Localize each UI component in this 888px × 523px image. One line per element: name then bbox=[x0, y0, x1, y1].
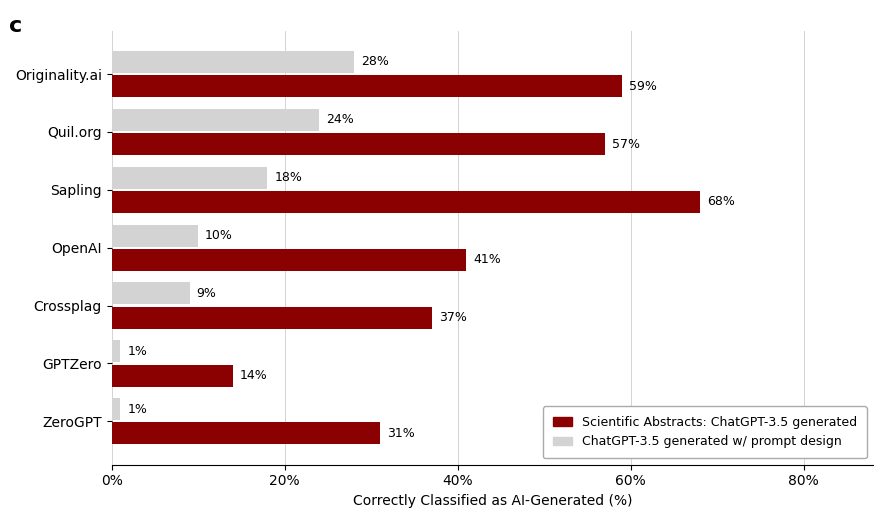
Bar bbox=[112, 398, 121, 420]
Text: 1%: 1% bbox=[127, 345, 147, 358]
Text: 31%: 31% bbox=[387, 427, 415, 440]
Text: 9%: 9% bbox=[196, 287, 217, 300]
Bar bbox=[112, 282, 189, 304]
Text: 10%: 10% bbox=[205, 229, 233, 242]
Legend: Scientific Abstracts: ChatGPT-3.5 generated, ChatGPT-3.5 generated w/ prompt des: Scientific Abstracts: ChatGPT-3.5 genera… bbox=[543, 406, 867, 459]
Bar bbox=[112, 191, 700, 213]
Text: 1%: 1% bbox=[127, 403, 147, 416]
Text: 68%: 68% bbox=[707, 196, 734, 209]
Bar bbox=[112, 167, 267, 189]
X-axis label: Correctly Classified as AI-Generated (%): Correctly Classified as AI-Generated (%) bbox=[353, 494, 632, 508]
Bar bbox=[112, 340, 121, 362]
Text: 37%: 37% bbox=[439, 311, 466, 324]
Bar bbox=[112, 306, 432, 329]
Bar bbox=[112, 423, 380, 445]
Text: 24%: 24% bbox=[326, 113, 354, 127]
Bar bbox=[112, 75, 622, 97]
Bar bbox=[112, 249, 466, 271]
Bar bbox=[112, 133, 605, 155]
Text: 18%: 18% bbox=[274, 171, 302, 184]
Text: 41%: 41% bbox=[473, 253, 501, 266]
Bar bbox=[112, 109, 320, 131]
Text: 14%: 14% bbox=[240, 369, 267, 382]
Text: 59%: 59% bbox=[629, 79, 657, 93]
Text: 57%: 57% bbox=[612, 138, 639, 151]
Bar bbox=[112, 51, 354, 73]
Text: c: c bbox=[9, 16, 22, 36]
Bar bbox=[112, 365, 233, 386]
Text: 28%: 28% bbox=[361, 55, 389, 69]
Bar bbox=[112, 224, 198, 246]
